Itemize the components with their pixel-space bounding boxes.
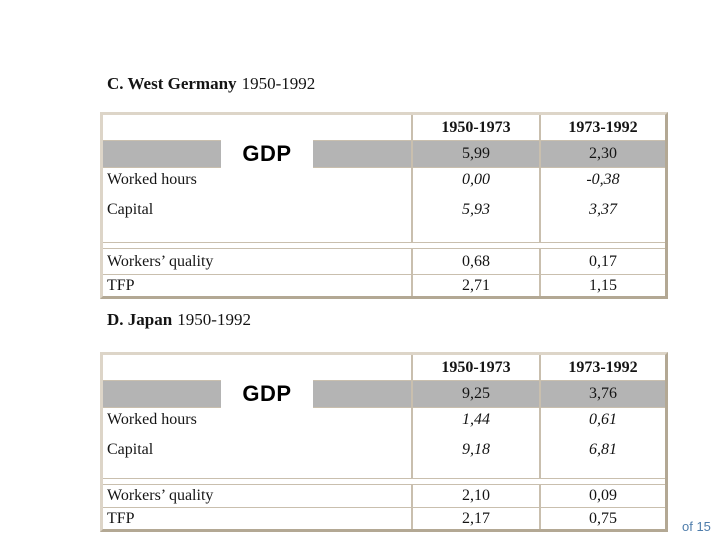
row-label: Capital: [107, 441, 154, 458]
row-label: TFP: [107, 509, 135, 527]
column-header-1950-1973: 1950-1973: [411, 355, 539, 380]
cell-value: 0,09: [539, 485, 665, 507]
gdp-label-overlay: GDP: [221, 377, 313, 411]
column-header-1973-1992: 1973-1992: [539, 355, 665, 380]
table-west-germany: 1950-1973 1973-1992 GDP 5,99 2,30 Worked…: [100, 112, 668, 299]
section-title-bold: D. Japan: [107, 310, 173, 329]
table-row-workers-quality: Workers’ quality 2,10 0,09: [103, 485, 665, 507]
gdp-row-label-cell: GDP: [103, 377, 411, 411]
table-japan: 1950-1973 1973-1992 GDP 9,25 3,76 Worked…: [100, 352, 668, 532]
column-header-1973-1992: 1973-1992: [539, 115, 665, 140]
section-title-bold: C. West Germany: [107, 74, 237, 93]
table-row-capital: Capital 5,93 3,37: [103, 192, 665, 242]
cell-value: 5,93: [411, 192, 539, 242]
table-section-gap: [103, 478, 665, 485]
cell-value: 0,00: [411, 168, 539, 192]
cell-value: 2,10: [411, 485, 539, 507]
table-row-gdp: GDP 9,25 3,76: [103, 377, 665, 411]
cell-value: 9,25: [411, 381, 539, 407]
row-label: Workers’ quality: [107, 487, 214, 504]
table-row-worked-hours: Worked hours 0,00 -0,38: [103, 168, 665, 192]
table-section-gap: [103, 242, 665, 249]
table-row-gdp: GDP 5,99 2,30: [103, 137, 665, 171]
row-label: Workers’ quality: [107, 252, 214, 270]
cell-value: 3,37: [539, 192, 665, 242]
section-title-japan: D. Japan 1950-1992: [107, 310, 251, 330]
cell-value: 0,17: [539, 249, 665, 274]
row-label: Capital: [107, 201, 154, 218]
cell-value: 0,75: [539, 508, 665, 529]
cell-value: 5,99: [411, 141, 539, 167]
table-row-workers-quality: Workers’ quality 0,68 0,17: [103, 249, 665, 274]
table-header-row: 1950-1973 1973-1992: [103, 355, 665, 380]
cell-value: 3,76: [539, 381, 665, 407]
row-label: Worked hours: [107, 411, 197, 428]
cell-value: 1,15: [539, 275, 665, 296]
table-row-tfp: TFP 2,17 0,75: [103, 507, 665, 529]
table-row-capital: Capital 9,18 6,81: [103, 432, 665, 478]
cell-value: -0,38: [539, 168, 665, 192]
cell-value: 2,71: [411, 275, 539, 296]
slide-page-number: of 15: [682, 519, 711, 534]
cell-value: 0,61: [539, 408, 665, 432]
cell-value: 0,68: [411, 249, 539, 274]
table-row-tfp: TFP 2,71 1,15: [103, 274, 665, 296]
cell-value: 6,81: [539, 432, 665, 478]
column-header-1950-1973: 1950-1973: [411, 115, 539, 140]
gdp-label-overlay: GDP: [221, 137, 313, 171]
section-title-west-germany: C. West Germany 1950-1992: [107, 74, 315, 94]
cell-value: 2,30: [539, 141, 665, 167]
section-title-period: 1950-1992: [177, 310, 251, 329]
row-label: TFP: [107, 276, 135, 294]
section-title-period: 1950-1992: [241, 74, 316, 93]
cell-value: 1,44: [411, 408, 539, 432]
gdp-row-label-cell: GDP: [103, 137, 411, 171]
cell-value: 9,18: [411, 432, 539, 478]
table-header-row: 1950-1973 1973-1992: [103, 115, 665, 140]
row-label: Worked hours: [107, 171, 197, 188]
cell-value: 2,17: [411, 508, 539, 529]
table-row-worked-hours: Worked hours 1,44 0,61: [103, 408, 665, 432]
